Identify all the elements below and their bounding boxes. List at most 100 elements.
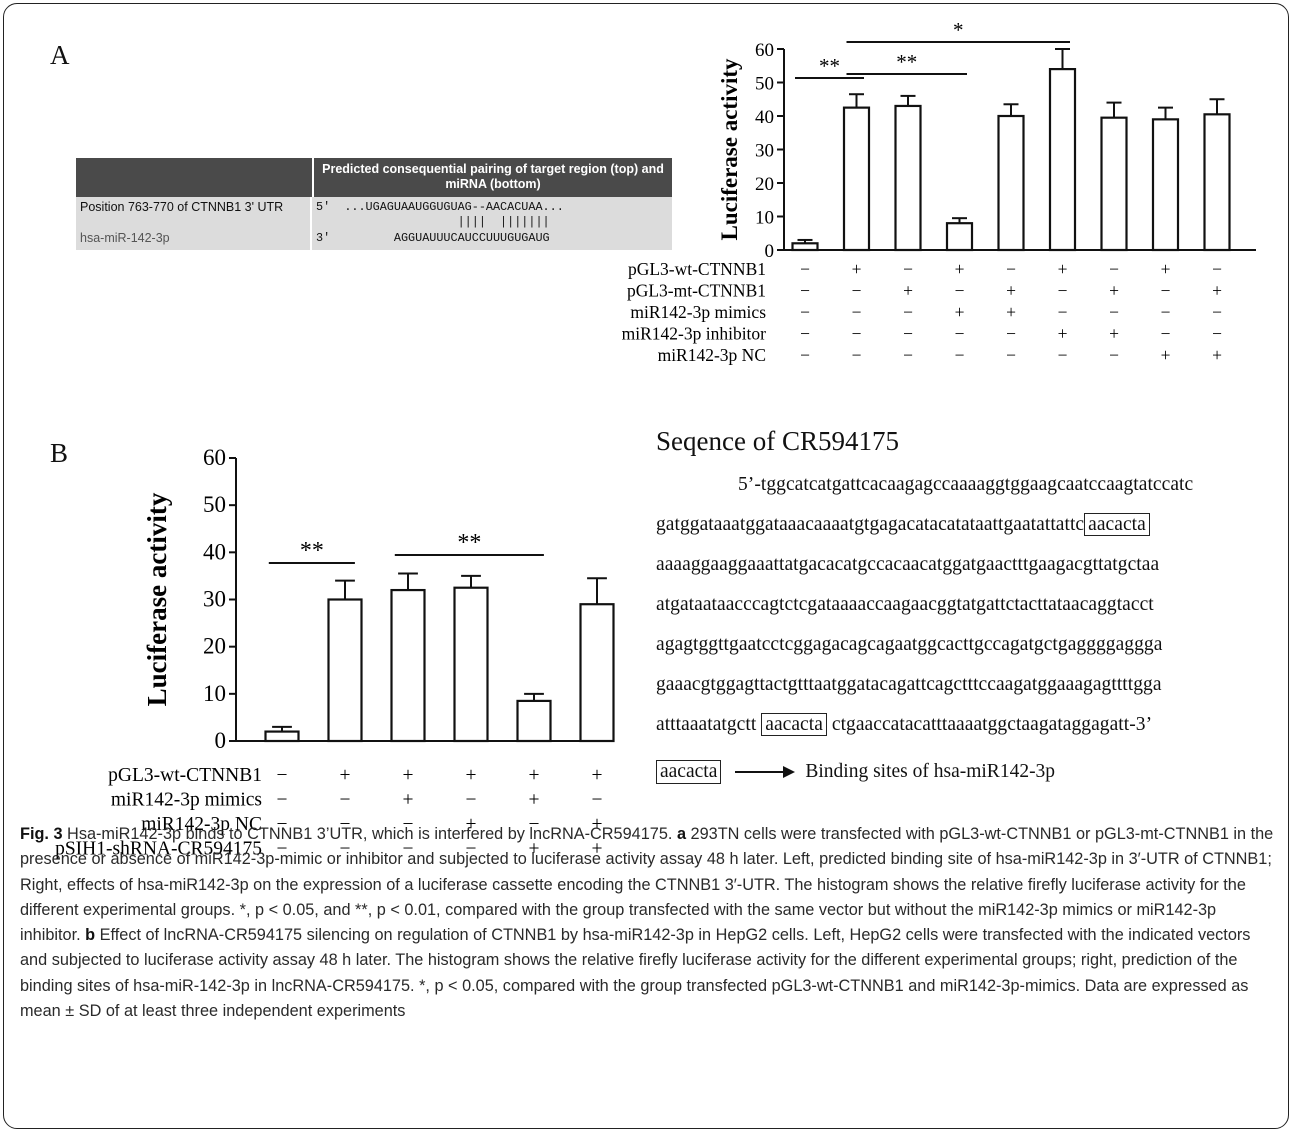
condition-sign: −	[955, 324, 965, 344]
pairing-table-row: Position 763-770 of CTNNB1 3' UTR 5' ...…	[76, 197, 672, 217]
caption-text-b: Effect of lncRNA-CR594175 silencing on r…	[20, 926, 1251, 1021]
y-tick-label: 20	[755, 174, 774, 195]
condition-sign: +	[529, 839, 540, 860]
y-axis-label: Luciferase activity	[142, 492, 172, 706]
panel-b-letter: B	[50, 438, 69, 468]
seq-text: agagtggttgaatcctcggagacagcagaatggcacttgc…	[656, 634, 1163, 655]
seq-text: gaaacgtggagttactgtttaatggatacagattcagctt…	[656, 674, 1162, 695]
caption-b-label: b	[85, 926, 96, 945]
condition-sign: −	[1006, 324, 1016, 344]
pairing-table: Predicted consequential pairing of targe…	[76, 158, 672, 250]
pairing-table-header: Predicted consequential pairing of targe…	[76, 158, 672, 197]
condition-sign: +	[403, 765, 414, 786]
condition-sign: −	[466, 790, 477, 811]
figure-caption: Fig. 3 Hsa-miR142-3p binds to CTNNB1 3’U…	[20, 822, 1278, 1024]
pairing-row-label	[76, 217, 312, 228]
condition-sign: −	[852, 302, 862, 322]
condition-sign: −	[1212, 302, 1222, 322]
condition-sign: −	[800, 302, 810, 322]
seq-text: atttaaatatgctt	[656, 714, 762, 735]
condition-sign: −	[955, 345, 965, 365]
bar	[1100, 116, 1128, 252]
y-tick-label: 10	[203, 681, 226, 706]
condition-sign: +	[466, 814, 477, 835]
pairing-table-header-empty	[76, 158, 314, 197]
condition-sign: −	[1006, 259, 1016, 279]
condition-sign: −	[340, 790, 351, 811]
caption-title: Hsa-miR142-3p binds to CTNNB1 3’UTR, whi…	[62, 825, 677, 843]
significance-label: **	[819, 54, 840, 78]
condition-sign: −	[1058, 345, 1068, 365]
y-axis-label: Luciferase activity	[717, 58, 742, 241]
condition-sign: +	[1058, 259, 1068, 279]
condition-sign: −	[403, 839, 414, 860]
condition-sign: +	[529, 765, 540, 786]
condition-sign: +	[1212, 281, 1222, 301]
condition-sign: −	[340, 839, 351, 860]
legend-box: aacacta	[656, 760, 722, 784]
significance-label: **	[896, 50, 917, 74]
condition-label: pSIH1-shRNA-CR594175	[55, 839, 262, 860]
y-tick-label: 40	[755, 107, 774, 128]
significance-label: **	[300, 538, 324, 564]
binding-site-box: aacacta	[1084, 513, 1150, 536]
bar	[264, 730, 300, 743]
condition-sign: −	[1161, 302, 1171, 322]
caption-text-a: 293TN cells were transfected with pGL3-w…	[20, 825, 1274, 945]
condition-label: pGL3-mt-CTNNB1	[627, 281, 766, 301]
caption-paragraph: Fig. 3 Hsa-miR142-3p binds to CTNNB1 3’U…	[20, 822, 1278, 1024]
sequence-line: atttaaatatgctt aacacta ctgaaccatacatttaa…	[656, 713, 1153, 736]
bar	[997, 114, 1025, 252]
condition-sign: +	[340, 765, 351, 786]
sequence-line: agagtggttgaatcctcggagacagcagaatggcacttgc…	[656, 634, 1162, 656]
y-tick-label: 30	[203, 587, 226, 612]
condition-sign: −	[529, 814, 540, 835]
pairing-row-seq: 3' AGGUAUUUCAUCCUUUGUGAUG	[316, 231, 550, 245]
condition-sign: −	[800, 345, 810, 365]
arrow-right-icon	[735, 766, 796, 778]
condition-sign: +	[403, 790, 414, 811]
condition-sign: +	[592, 839, 603, 860]
bar	[945, 222, 974, 252]
condition-label: miR142-3p NC	[141, 814, 262, 835]
binding-site-legend: aacacta Binding sites of hsa-miR142-3p	[656, 760, 1055, 784]
bar	[516, 699, 552, 743]
condition-sign: −	[903, 345, 913, 365]
condition-label: miR142-3p NC	[658, 345, 766, 365]
pairing-table-row: hsa-miR-142-3p 3' AGGUAUUUCAUCCUUUGUGAUG	[76, 228, 672, 250]
condition-label: miR142-3p inhibitor	[622, 324, 767, 344]
condition-sign: +	[1161, 259, 1171, 279]
y-tick-label: 0	[215, 728, 227, 753]
condition-sign: +	[1109, 281, 1119, 301]
panel-a-letter: A	[50, 40, 70, 70]
bar	[842, 106, 871, 252]
pairing-table-header-title: Predicted consequential pairing of targe…	[322, 162, 664, 191]
y-tick-label: 50	[203, 492, 226, 517]
sequence-line: gaaacgtggagttactgtttaatggatacagattcagctt…	[656, 674, 1162, 696]
condition-sign: −	[1161, 324, 1171, 344]
condition-sign: +	[592, 765, 603, 786]
condition-sign: −	[466, 839, 477, 860]
condition-sign: −	[852, 324, 862, 344]
condition-sign: +	[1006, 302, 1016, 322]
condition-sign: −	[955, 281, 965, 301]
seq-text: ctgaaccatacatttaaaatggctaagataggagatt-3’	[826, 714, 1153, 735]
condition-sign: +	[592, 814, 603, 835]
bar	[579, 603, 615, 743]
bar	[327, 598, 363, 743]
condition-label: miR142-3p mimics	[630, 302, 766, 322]
seq-text: aaaaggaaggaaattatgacacatgccacaacatggatga…	[656, 554, 1160, 575]
pairing-row-label: Position 763-770 of CTNNB1 3' UTR	[76, 197, 312, 217]
condition-sign: −	[403, 814, 414, 835]
pairing-table-row: |||| |||||||	[76, 216, 672, 228]
caption-fig-label: Fig. 3	[20, 825, 63, 843]
condition-sign: +	[1109, 324, 1119, 344]
legend-text: Binding sites of hsa-miR142-3p	[805, 761, 1056, 782]
condition-sign: −	[1212, 259, 1222, 279]
condition-sign: +	[903, 281, 913, 301]
condition-sign: −	[1109, 259, 1119, 279]
condition-sign: −	[852, 345, 862, 365]
condition-sign: +	[529, 790, 540, 811]
bar	[894, 104, 922, 252]
condition-label: miR142-3p mimics	[111, 790, 262, 811]
